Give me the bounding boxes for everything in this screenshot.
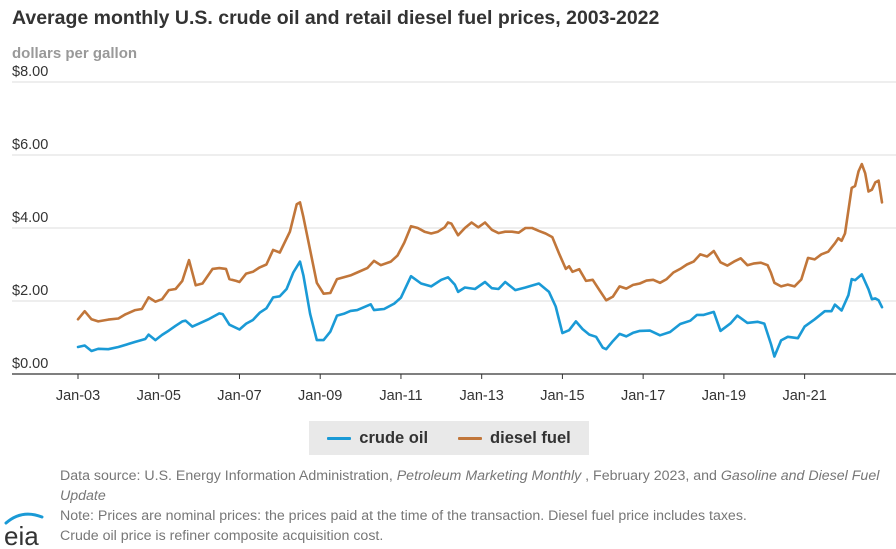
legend-item-crude-oil[interactable]: crude oil: [327, 429, 428, 448]
series: [76, 162, 884, 358]
legend-swatch-crude-oil: [327, 436, 352, 440]
x-tick-label: Jan-03: [56, 388, 100, 404]
source-prefix: Data source: U.S. Energy Information Adm…: [60, 468, 397, 484]
x-tick-label: Jan-17: [621, 388, 665, 404]
legend-label-crude-oil: crude oil: [359, 428, 429, 447]
legend: crude oil diesel fuel: [309, 421, 589, 455]
x-tick-label: Jan-21: [782, 388, 826, 404]
y-axis-ticks: $0.00 $2.00 $4.00 $6.00 $8.00: [12, 64, 48, 372]
y-tick-label: $4.00: [12, 210, 48, 226]
eia-logo-text: eia: [4, 521, 39, 549]
grid: [12, 81, 896, 375]
eia-logo: eia: [4, 512, 44, 549]
line-chart: $0.00$2.00$4.00$6.00$8.00 Jan-03 Jan-05 Ja…: [12, 64, 896, 404]
chart-title: Average monthly U.S. crude oil and retai…: [12, 7, 660, 29]
x-tick-label: Jan-07: [217, 388, 261, 404]
series-line-crude-oil: [76, 260, 884, 358]
x-tick-label: Jan-09: [298, 388, 342, 404]
x-tick-label: Jan-19: [702, 388, 746, 404]
note-line-2: Crude oil price is refiner composite acq…: [60, 528, 384, 544]
x-axis-ticks: Jan-03 Jan-05 Jan-07 Jan-09 Jan-11 Jan-13 Jan-…: [56, 374, 827, 404]
legend-swatch-diesel-fuel: [458, 436, 483, 440]
y-tick-label: $0.00: [12, 356, 48, 372]
source-publication-1: Petroleum Marketing Monthly: [396, 468, 582, 484]
legend-label-diesel-fuel: diesel fuel: [490, 428, 571, 447]
legend-item-diesel-fuel[interactable]: diesel fuel: [458, 429, 571, 448]
source-footnote: Data source: U.S. Energy Information Adm…: [60, 466, 896, 506]
x-tick-label: Jan-15: [540, 388, 584, 404]
source-middle: , February 2023, and: [581, 468, 721, 484]
x-tick-label: Jan-05: [137, 388, 181, 404]
y-tick-label: $6.00: [12, 137, 48, 153]
note-line-1: Note: Prices are nominal prices: the pri…: [60, 508, 747, 524]
y-tick-label: $8.00: [12, 64, 48, 80]
chart-subtitle: dollars per gallon: [12, 45, 138, 62]
source-publication-2: Gasoline and Diesel Fuel Update: [60, 468, 880, 504]
series-line-diesel-fuel: [76, 162, 884, 323]
x-tick-label: Jan-11: [379, 388, 422, 404]
y-tick-label: $2.00: [12, 283, 48, 299]
x-tick-label: Jan-13: [460, 388, 504, 404]
